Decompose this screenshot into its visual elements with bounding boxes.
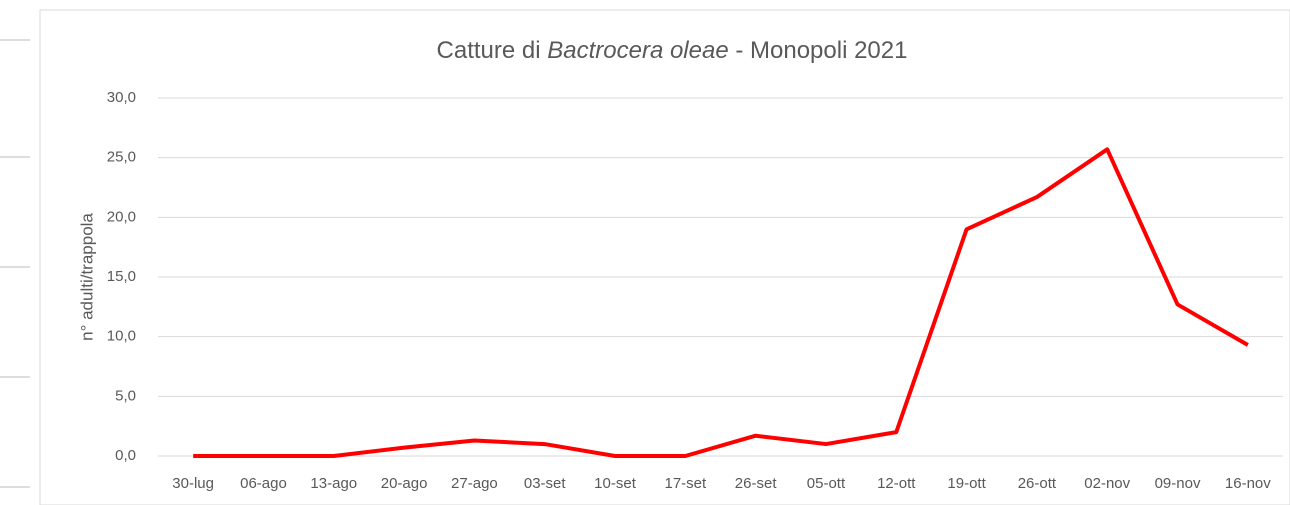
title-part: Bactrocera oleae [547,37,728,64]
x-tick-label: 20-ago [381,475,428,492]
y-tick-label: 20,0 [107,208,136,225]
y-tick-label: 30,0 [107,89,136,106]
title-part: - Monopoli 2021 [729,37,908,64]
x-tick-label: 19-ott [947,475,986,492]
y-tick-label: 10,0 [107,328,136,345]
chart-title: Catture di Bactrocera oleae - Monopoli 2… [437,37,908,64]
x-tick-label: 09-nov [1155,475,1201,492]
y-tick-label: 15,0 [107,268,136,285]
y-tick-label: 25,0 [107,149,136,166]
x-tick-label: 27-ago [451,475,498,492]
x-tick-label: 26-ott [1018,475,1057,492]
y-axis-label: n° adulti/trappola [77,213,96,341]
x-tick-label: 06-ago [240,475,287,492]
x-tick-label: 26-set [735,475,778,492]
x-tick-label: 12-ott [877,475,916,492]
x-tick-label: 02-nov [1084,475,1130,492]
title-part: Catture di [437,37,548,64]
x-tick-label: 03-set [524,475,567,492]
data-line [193,147,1249,458]
x-tick-label: 05-ott [807,475,846,492]
y-tick-label: 5,0 [115,387,136,404]
x-tick-label: 10-set [594,475,637,492]
chart-frame [39,9,1290,505]
x-tick-label: 17-set [664,475,707,492]
x-tick-label: 13-ago [310,475,357,492]
y-tick-label: 0,0 [115,447,136,464]
x-tick-label: 16-nov [1225,475,1271,492]
x-tick-label: 30-lug [172,475,214,492]
